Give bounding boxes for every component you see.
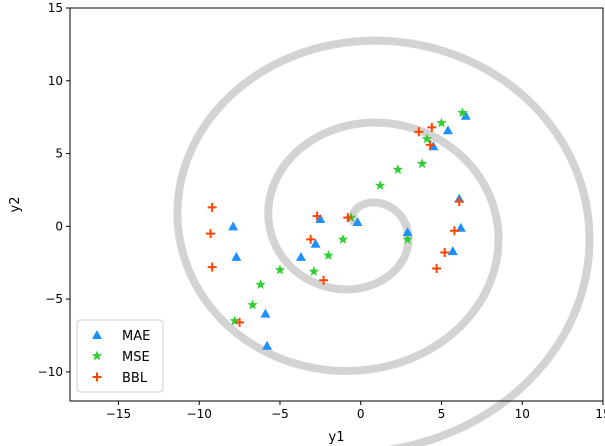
y-tick-label: 10: [48, 74, 63, 88]
legend-marker-bbl: [92, 372, 102, 382]
x-tick-label: −10: [187, 407, 212, 421]
bbl-point: [440, 248, 450, 258]
mse-point: [229, 315, 240, 326]
mse-point: [255, 279, 266, 290]
mae-point: [442, 125, 453, 135]
mae-point: [260, 308, 271, 318]
bbl-point: [306, 234, 316, 244]
mse-point: [416, 158, 428, 169]
mse-point: [374, 180, 386, 191]
mae-point: [228, 221, 239, 231]
y-tick-label: 0: [55, 219, 63, 233]
mse-point: [337, 233, 349, 244]
bbl-point: [207, 202, 217, 212]
spiral-curve-layer: [173, 36, 594, 446]
legend-marker-mse: [91, 350, 103, 361]
x-tick-label: 0: [357, 407, 365, 421]
x-tick-label: −5: [271, 407, 289, 421]
bbl-point: [206, 229, 216, 239]
mae-point: [310, 238, 321, 248]
data-points-layer: [206, 107, 471, 350]
legend-label-mse: MSE: [122, 350, 150, 365]
x-tick-label: 15: [595, 407, 605, 421]
y-tick-label: 5: [55, 147, 63, 161]
y-axis-label: y2: [8, 197, 23, 213]
bbl-point: [343, 213, 353, 223]
bbl-point: [449, 226, 459, 236]
bbl-point: [319, 275, 329, 285]
y-axis-ticks: −10 −5 0 5 10 15: [38, 1, 70, 379]
y-tick-label: −5: [45, 292, 63, 306]
mae-point: [352, 216, 363, 226]
x-axis-ticks: −15 −10 −5 0 5 10 15: [106, 401, 605, 421]
mae-point: [460, 110, 471, 120]
mae-point: [447, 246, 458, 256]
bbl-point: [414, 127, 424, 137]
mse-point: [247, 299, 258, 310]
bbl-point: [427, 122, 437, 132]
bbl-point: [312, 211, 322, 221]
mae-point: [402, 227, 413, 237]
mae-point: [295, 251, 306, 261]
x-tick-label: −15: [106, 407, 131, 421]
legend-label-bbl: BBL: [122, 371, 148, 386]
plot-frame: [69, 7, 604, 402]
bbl-point: [235, 317, 245, 327]
x-tick-label: 10: [515, 407, 530, 421]
y-tick-label: −10: [38, 365, 63, 379]
x-tick-label: 5: [438, 407, 446, 421]
mae-point: [455, 222, 466, 232]
y-tick-label: 15: [48, 1, 63, 15]
bbl-point: [454, 197, 464, 207]
mse-point: [323, 249, 334, 260]
x-axis-label: y1: [329, 430, 345, 445]
mse-point: [457, 107, 468, 118]
bbl-point: [432, 264, 442, 274]
legend-marker-mae: [92, 330, 102, 339]
mse-point: [392, 164, 404, 175]
mse-point: [402, 233, 413, 244]
bbl-point: [425, 140, 435, 150]
spiral-curve: [173, 36, 594, 446]
mse-point: [274, 264, 286, 275]
mae-point: [262, 340, 273, 350]
mse-point: [421, 133, 433, 144]
mse-point: [436, 117, 447, 128]
mse-point: [308, 265, 320, 276]
legend: MAE MSE BBL: [76, 319, 164, 393]
legend-label-mae: MAE: [122, 329, 150, 344]
bbl-point: [207, 262, 217, 272]
mae-point: [231, 251, 242, 261]
mae-point: [315, 214, 326, 224]
